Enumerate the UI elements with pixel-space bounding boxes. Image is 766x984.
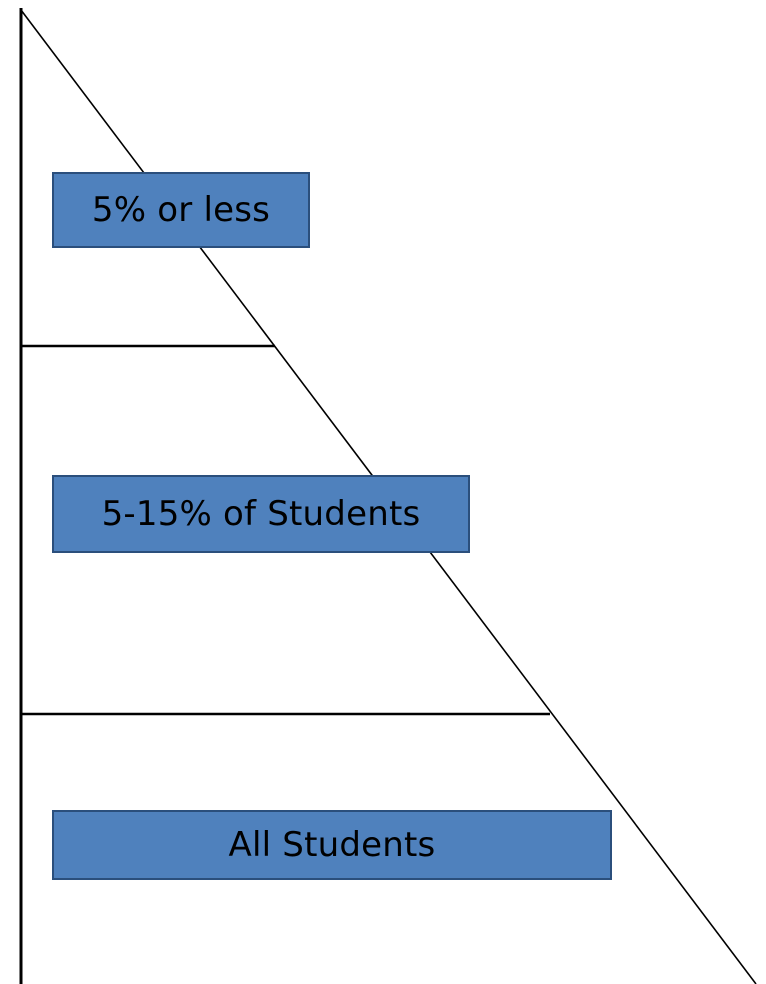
tier-label-middle: 5-15% of Students [101, 494, 421, 534]
tier-label-top: 5% or less [91, 190, 271, 230]
tier-label-bottom: All Students [228, 825, 436, 865]
tier-box-middle: 5-15% of Students [52, 475, 470, 553]
tier-box-top: 5% or less [52, 172, 310, 248]
tier-box-bottom: All Students [52, 810, 612, 880]
